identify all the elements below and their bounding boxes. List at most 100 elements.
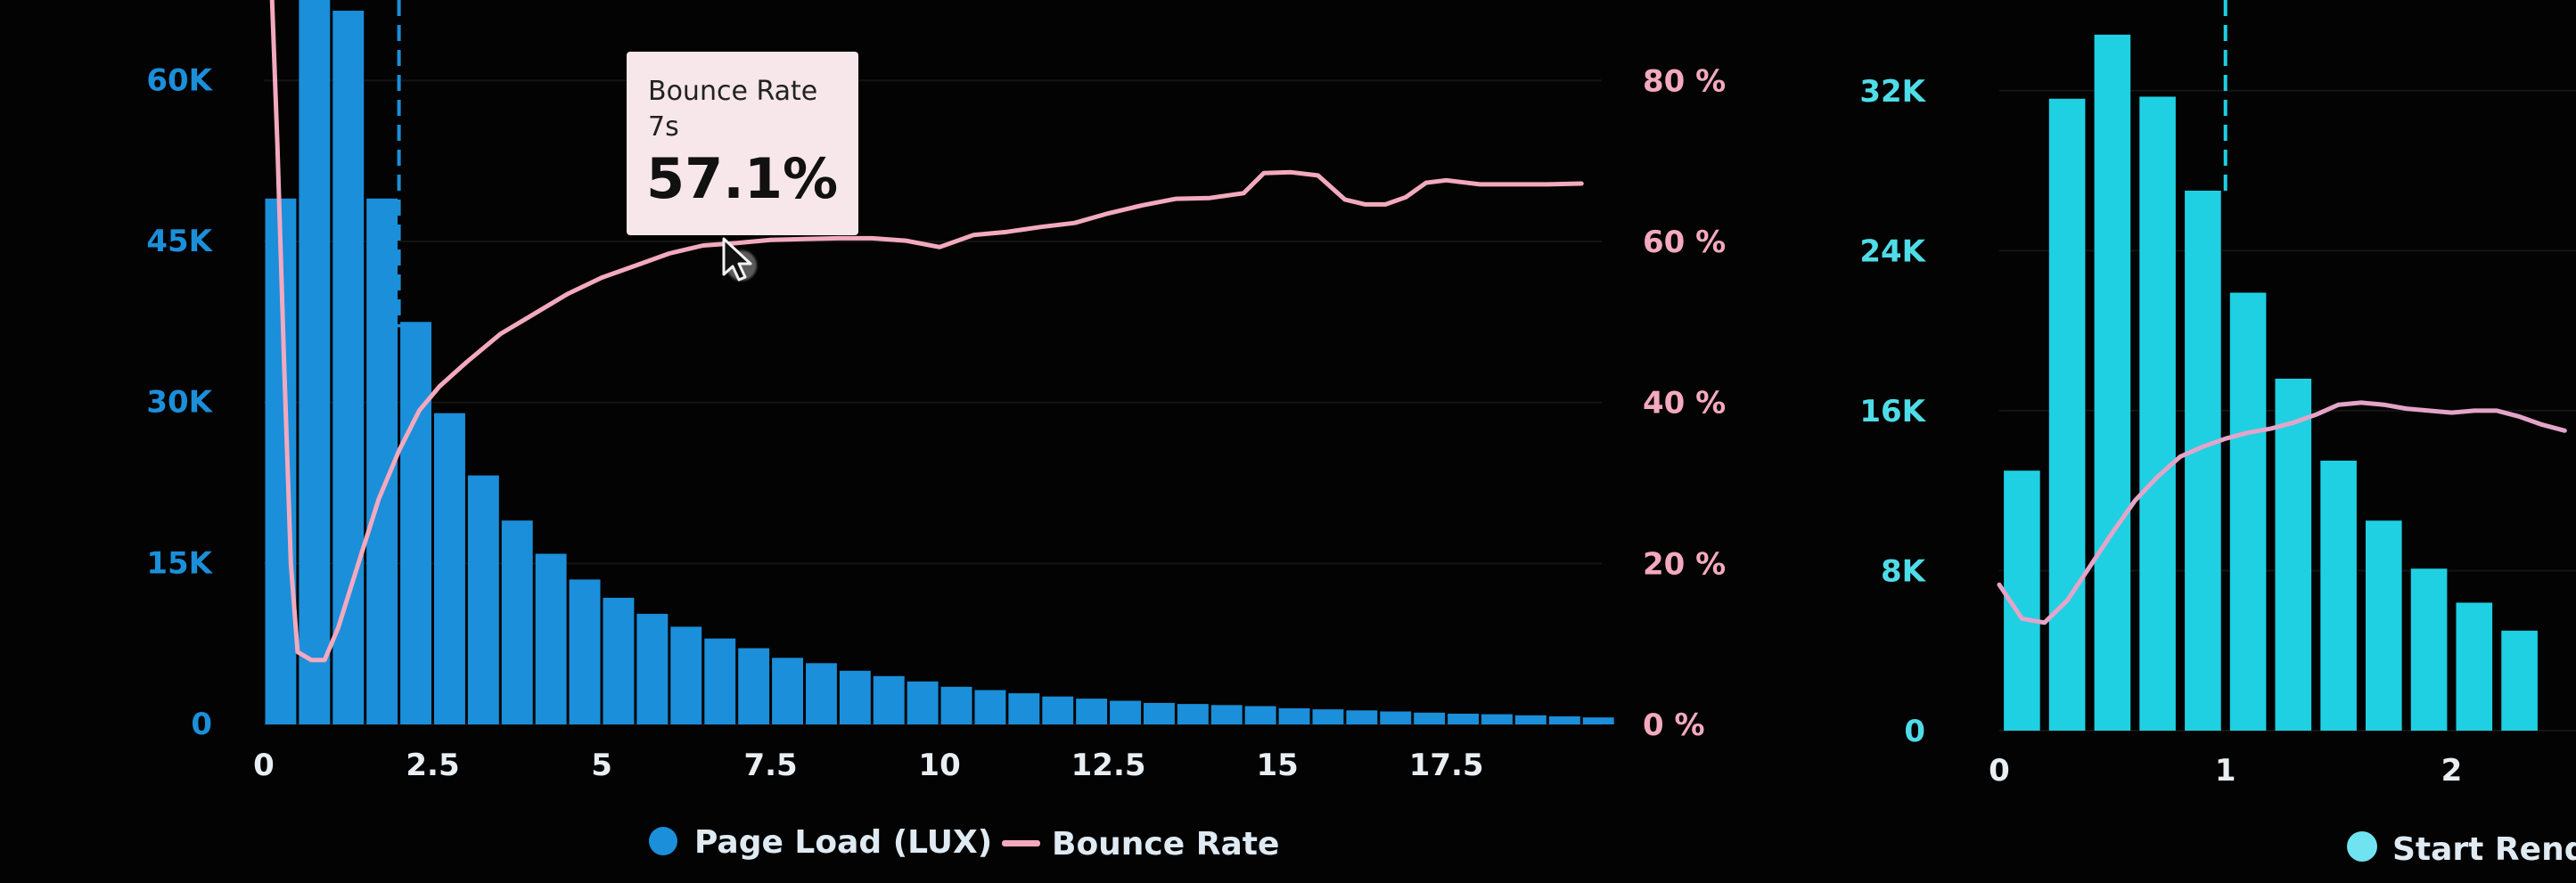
legend-line-bounce-rate (1002, 840, 1040, 846)
page-load-bar[interactable] (1481, 714, 1513, 724)
y-right-tick-label: 40 % (1643, 386, 1726, 421)
y-right-tick-label: 0 % (1643, 707, 1705, 743)
bounce-rate-line (269, 0, 1584, 663)
y-left-tick-label: 32K (1859, 74, 1926, 110)
page-load-bar[interactable] (332, 11, 365, 724)
page-load-bar[interactable] (873, 675, 905, 724)
page-load-bar[interactable] (670, 626, 702, 724)
page-load-bar[interactable] (1177, 704, 1209, 724)
legend-dot-start-render (2347, 831, 2377, 862)
page-load-bar[interactable] (434, 413, 465, 724)
page-load-bar[interactable] (1582, 717, 1614, 724)
x-tick-label: 7.5 (743, 748, 797, 783)
start-render-bar[interactable] (2501, 630, 2538, 731)
start-render-bar[interactable] (2094, 34, 2131, 731)
page-load-bar[interactable] (299, 0, 331, 724)
page-load-bar[interactable] (806, 663, 837, 724)
y-left-tick-label: 0 (191, 707, 212, 742)
start-render-bar[interactable] (2048, 98, 2086, 732)
x-tick-label: 1 (2215, 753, 2236, 789)
legend-dot-page-load (649, 827, 677, 855)
legend-label-start-render: Start Render (2392, 831, 2576, 868)
tooltip-value: 57.1% (646, 146, 838, 211)
legend-item-start-render[interactable]: Start Render (2347, 831, 2576, 868)
page-load-bar[interactable] (738, 648, 770, 725)
page-load-bar[interactable] (772, 658, 803, 724)
page-load-bar[interactable] (603, 597, 635, 724)
start-render-bar[interactable] (2275, 379, 2312, 731)
page-load-bar[interactable] (940, 686, 972, 724)
page-load-bar[interactable] (1312, 709, 1344, 724)
start-render-bar[interactable] (2139, 96, 2176, 732)
legend-item-bounce-rate[interactable]: Bounce Rate (1002, 826, 1279, 863)
x-tick-label: 2 (2441, 753, 2463, 789)
page-load-bar[interactable] (1144, 702, 1175, 724)
bounce-rate-tooltip: Bounce Rate 7s 57.1% (627, 52, 858, 235)
page-load-bar[interactable] (1076, 699, 1108, 724)
start-render-chart: 0 1 2 0 8K 16K 24K 32K Start Render (1859, 0, 2576, 868)
page-load-bar[interactable] (1346, 710, 1378, 724)
y-left-tick-label: 30K (146, 385, 213, 421)
y-left-tick-label: 24K (1859, 233, 1926, 269)
page-load-chart: 0 2.5 5 7.5 10 12.5 15 17.5 0 15K 30K 45K 60K 0 % 20… (146, 0, 1726, 863)
page-load-bar[interactable] (1110, 700, 1141, 725)
y-left-tick-label: 45K (146, 224, 213, 259)
y-left-tick-label: 60K (146, 62, 213, 98)
page-load-bar[interactable] (467, 475, 499, 724)
start-render-bar[interactable] (2320, 461, 2357, 731)
page-load-bar[interactable] (1380, 711, 1412, 725)
page-load-bar[interactable] (1414, 712, 1446, 724)
page-load-bar[interactable] (1042, 696, 1074, 724)
right-chart-x-axis: 0 1 2 (1989, 753, 2462, 789)
tooltip-box (627, 52, 858, 235)
start-render-bar[interactable] (2456, 602, 2493, 731)
page-load-bar[interactable] (839, 670, 871, 724)
start-render-bars (2004, 34, 2538, 732)
y-left-tick-label: 15K (146, 545, 213, 581)
page-load-bar[interactable] (636, 613, 669, 724)
start-render-bar[interactable] (2229, 292, 2267, 732)
page-load-bar[interactable] (1514, 715, 1546, 724)
page-load-bar[interactable] (1244, 706, 1276, 725)
start-render-bar[interactable] (2366, 520, 2402, 731)
right-chart-y-axis: 0 8K 16K 24K 32K (1859, 74, 1926, 749)
x-tick-label: 17.5 (1409, 748, 1484, 783)
y-right-tick-label: 20 % (1643, 546, 1726, 582)
page-load-bar[interactable] (1278, 707, 1310, 724)
y-left-tick-label: 16K (1859, 394, 1926, 429)
x-tick-label: 2.5 (406, 748, 459, 783)
start-render-bar[interactable] (2410, 568, 2448, 731)
tooltip-title: Bounce Rate (648, 76, 817, 107)
page-load-bar[interactable] (1448, 714, 1479, 724)
x-tick-label: 12.5 (1071, 748, 1146, 783)
y-left-tick-label: 0 (1904, 714, 1925, 749)
y-left-tick-label: 8K (1881, 553, 1927, 589)
x-tick-label: 10 (918, 748, 960, 783)
mouse-cursor-icon (722, 237, 757, 282)
x-tick-label: 0 (1989, 753, 2010, 789)
page-load-bar[interactable] (535, 553, 567, 725)
left-chart-x-axis: 0 2.5 5 7.5 10 12.5 15 17.5 (253, 748, 1483, 783)
page-load-bar[interactable] (974, 690, 1006, 725)
left-chart-y-axis: 0 15K 30K 45K 60K (146, 62, 213, 742)
start-render-bar[interactable] (2185, 191, 2221, 731)
y-right-tick-label: 60 % (1643, 225, 1726, 260)
page-load-bar[interactable] (1548, 716, 1580, 724)
right-chart-line (1997, 400, 2567, 625)
page-load-bar[interactable] (1210, 705, 1243, 724)
left-chart-legend: Page Load (LUX) Bounce Rate (649, 824, 1279, 863)
x-tick-label: 15 (1256, 748, 1298, 783)
page-load-bar[interactable] (907, 681, 939, 724)
page-load-bar[interactable] (400, 322, 431, 724)
left-chart-right-y-axis: 0 % 20 % 40 % 60 % 80 % (1643, 63, 1726, 743)
page-load-bar[interactable] (1008, 693, 1040, 724)
legend-item-page-load[interactable]: Page Load (LUX) (649, 824, 992, 861)
right-chart-legend: Start Render (2347, 831, 2576, 868)
tooltip-subtitle: 7s (648, 111, 679, 143)
page-load-bar[interactable] (569, 579, 601, 724)
page-load-bar[interactable] (704, 638, 736, 724)
x-tick-label: 5 (591, 748, 612, 783)
page-load-bars (265, 0, 1614, 725)
legend-label-bounce-rate: Bounce Rate (1052, 826, 1279, 863)
page-load-bar[interactable] (501, 520, 533, 724)
